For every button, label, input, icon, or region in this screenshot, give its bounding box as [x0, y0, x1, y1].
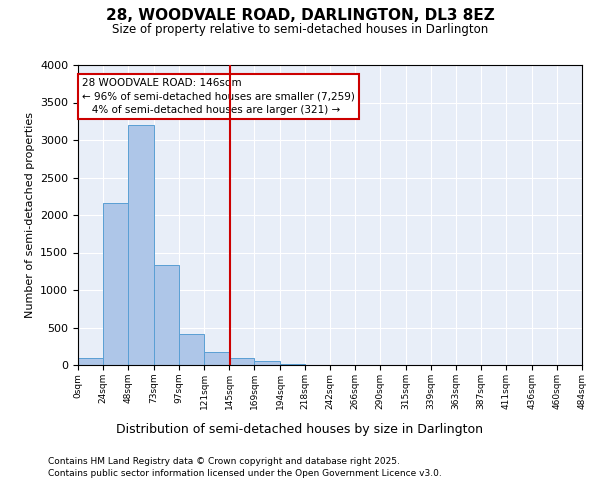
Y-axis label: Number of semi-detached properties: Number of semi-detached properties — [25, 112, 35, 318]
Bar — [103, 203, 128, 365]
Bar — [280, 364, 305, 365]
Text: Size of property relative to semi-detached houses in Darlington: Size of property relative to semi-detach… — [112, 22, 488, 36]
Text: Contains HM Land Registry data © Crown copyright and database right 2025.: Contains HM Land Registry data © Crown c… — [48, 458, 400, 466]
Bar — [204, 352, 229, 365]
Text: 28 WOODVALE ROAD: 146sqm
← 96% of semi-detached houses are smaller (7,259)
   4%: 28 WOODVALE ROAD: 146sqm ← 96% of semi-d… — [82, 78, 355, 115]
Bar — [78, 358, 103, 365]
Bar — [128, 125, 154, 365]
Text: 28, WOODVALE ROAD, DARLINGTON, DL3 8EZ: 28, WOODVALE ROAD, DARLINGTON, DL3 8EZ — [106, 8, 494, 22]
Text: Contains public sector information licensed under the Open Government Licence v3: Contains public sector information licen… — [48, 469, 442, 478]
Bar — [179, 334, 204, 365]
Bar — [154, 264, 179, 365]
Text: Distribution of semi-detached houses by size in Darlington: Distribution of semi-detached houses by … — [116, 422, 484, 436]
Bar — [254, 360, 280, 365]
Bar — [229, 358, 254, 365]
